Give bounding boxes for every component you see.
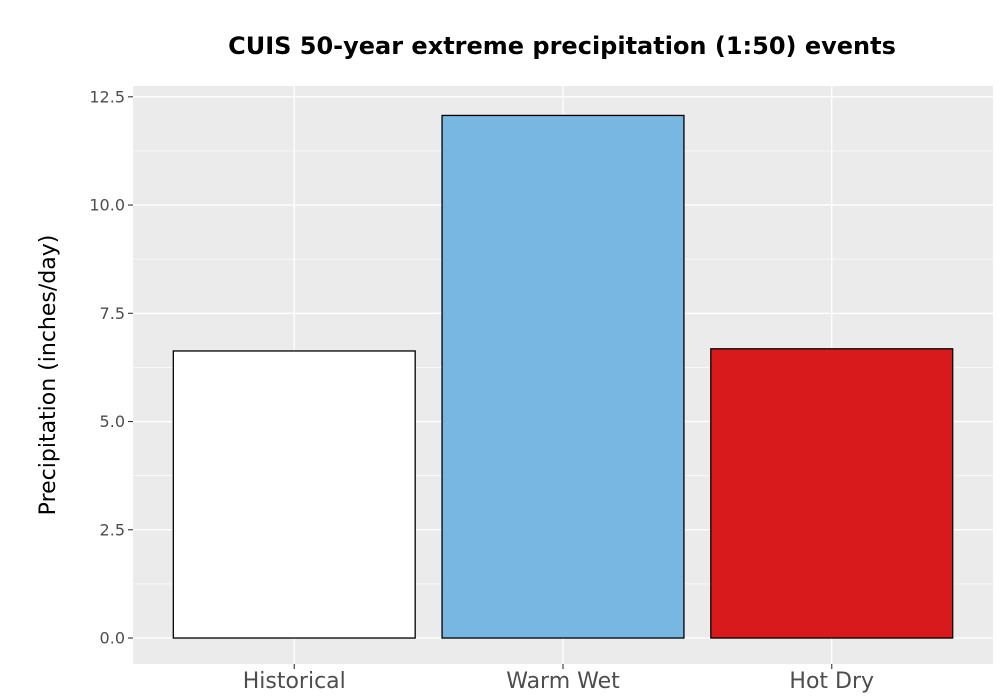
y-tick-label: 10.0 [89,196,125,215]
bar-historical [172,350,416,639]
y-tick-label: 0.0 [100,629,125,648]
y-axis-ticks: 0.0 2.5 5.0 7.5 10.0 12.5 [89,87,133,648]
chart-title: CUIS 50-year extreme precipitation (1:50… [228,32,896,60]
y-tick-label: 2.5 [100,520,125,539]
y-tick-label: 7.5 [100,304,125,323]
x-axis-ticks: Historical Warm Wet Hot Dry [243,664,874,694]
bar-warm-wet [441,114,685,639]
y-tick-label: 5.0 [100,412,125,431]
x-tick-label: Hot Dry [789,669,874,694]
y-tick-label: 12.5 [89,87,125,106]
y-axis-label: Precipitation (inches/day) [36,235,61,516]
x-tick-label: Historical [243,669,346,694]
bars [172,114,954,639]
bar-hot-dry [710,348,954,639]
x-tick-label: Warm Wet [506,669,620,694]
